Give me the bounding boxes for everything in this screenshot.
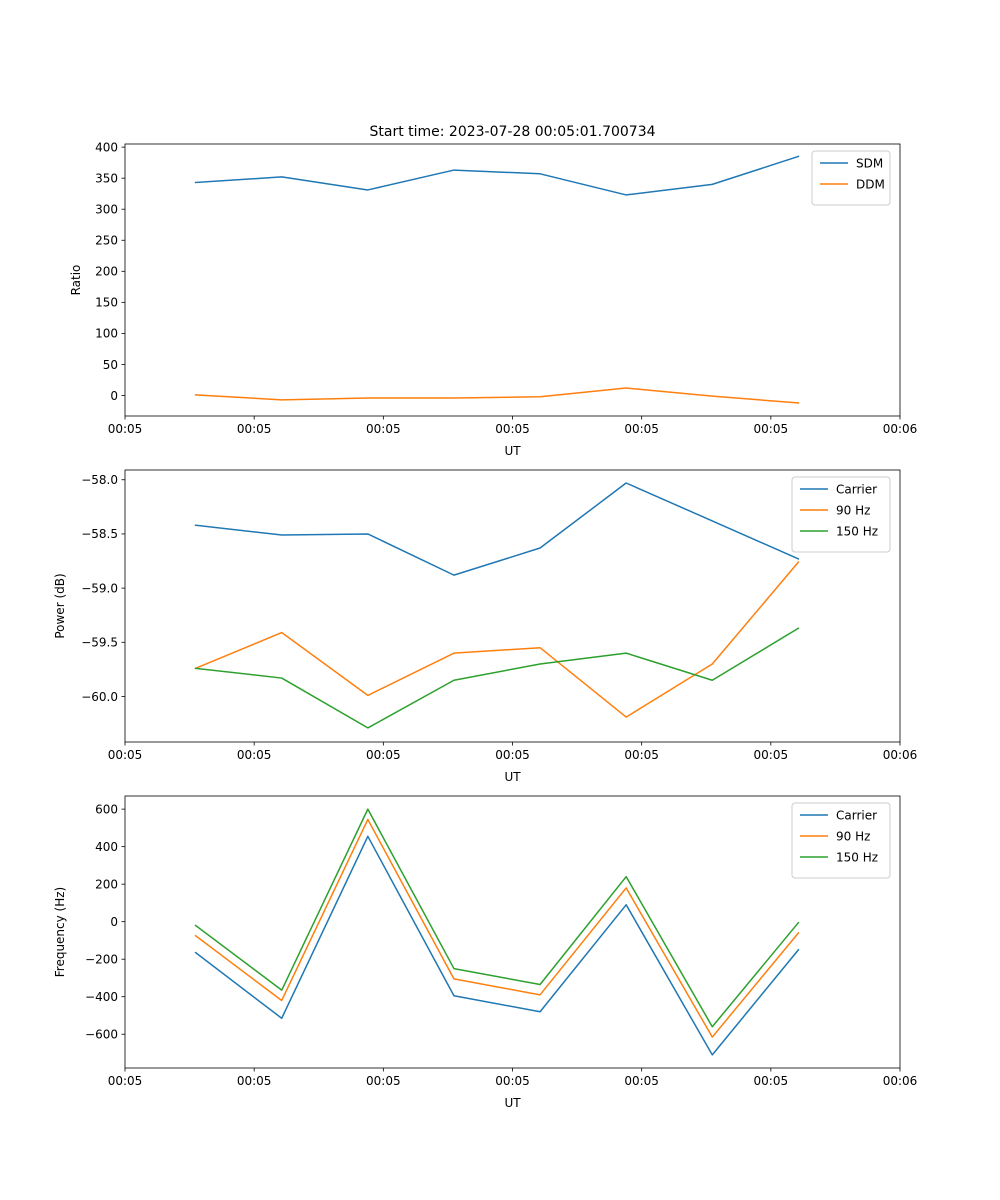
ratio-y-tick-label: 250 xyxy=(95,234,118,248)
ratio-y-tick-label: 300 xyxy=(95,203,118,217)
frequency-legend-label: 90 Hz xyxy=(836,830,870,844)
ratio-x-tick-label: 00:05 xyxy=(108,422,143,436)
frequency-legend-box xyxy=(791,802,891,879)
ratio-x-axis-label: UT xyxy=(504,444,521,458)
power-y-tick-label: −60.0 xyxy=(81,690,118,704)
frequency-x-tick-label: 00:05 xyxy=(108,1074,143,1088)
frequency-series-line-150-hz xyxy=(194,808,800,1028)
power-axes-frame xyxy=(124,469,901,743)
ratio-series-line-ddm xyxy=(194,387,800,404)
frequency-x-tick-label: 00:05 xyxy=(495,1074,530,1088)
frequency-x-tick-label: 00:05 xyxy=(754,1074,789,1088)
frequency-y-tick-label: 400 xyxy=(95,840,118,854)
power-x-tick-label: 00:05 xyxy=(624,748,659,762)
ratio-y-tick-label: 150 xyxy=(95,296,118,310)
ratio-x-tick-label: 00:05 xyxy=(237,422,272,436)
frequency-y-tick-label: −600 xyxy=(85,1028,118,1042)
ratio-x-tick-label: 00:06 xyxy=(883,422,918,436)
power-y-tick-label: −58.0 xyxy=(81,473,118,487)
power-series-line-90-hz xyxy=(194,561,800,718)
power-y-tick-label: −59.0 xyxy=(81,581,118,595)
ratio-y-tick-label: 400 xyxy=(95,140,118,154)
power-y-tick-label: −59.5 xyxy=(81,636,118,650)
frequency-x-tick-label: 00:06 xyxy=(883,1074,918,1088)
ratio-y-tick-label: 200 xyxy=(95,265,118,279)
ratio-y-tick-label: 100 xyxy=(95,327,118,341)
ratio-legend-label: DDM xyxy=(856,178,885,192)
power-legend-label: 150 Hz xyxy=(836,525,878,539)
frequency-y-tick-label: 0 xyxy=(110,915,118,929)
frequency-panel: 00:05 00:05 00:05 00:05 00:05 00:05 00:06 −600 −… xyxy=(53,795,918,1110)
frequency-x-tick-label: 00:05 xyxy=(366,1074,401,1088)
power-panel: 00:05 00:05 00:05 00:05 00:05 00:05 00:06 −60.0… xyxy=(53,469,918,784)
ratio-y-axis-label: Ratio xyxy=(69,265,83,296)
power-x-tick-label: 00:05 xyxy=(366,748,401,762)
power-y-tick-label: −58.5 xyxy=(81,527,118,541)
frequency-series-line-90-hz xyxy=(194,818,800,1038)
frequency-y-tick-label: −200 xyxy=(85,953,118,967)
ratio-axes-frame xyxy=(124,143,901,417)
power-x-axis-label: UT xyxy=(504,770,521,784)
ratio-y-tick-label: 50 xyxy=(103,358,118,372)
power-legend-label: 90 Hz xyxy=(836,504,870,518)
frequency-y-axis-label: Frequency (Hz) xyxy=(53,887,67,978)
frequency-y-tick-label: 200 xyxy=(95,877,118,891)
power-x-tick-label: 00:05 xyxy=(495,748,530,762)
frequency-legend-label: 150 Hz xyxy=(836,851,878,865)
power-legend-label: Carrier xyxy=(836,483,877,497)
ratio-x-tick-label: 00:05 xyxy=(366,422,401,436)
power-x-tick-label: 00:06 xyxy=(883,748,918,762)
power-y-axis-label: Power (dB) xyxy=(53,573,67,638)
frequency-y-tick-label: −400 xyxy=(85,990,118,1004)
ratio-y-tick-label: 350 xyxy=(95,171,118,185)
frequency-series-line-carrier xyxy=(194,835,800,1056)
power-legend-box xyxy=(791,476,891,553)
ratio-series-line-sdm xyxy=(194,155,800,196)
power-series-line-carrier xyxy=(194,482,800,576)
frequency-x-axis-label: UT xyxy=(504,1096,521,1110)
ratio-legend-label: SDM xyxy=(856,157,883,171)
frequency-y-tick-label: 600 xyxy=(95,802,118,816)
frequency-legend-label: Carrier xyxy=(836,809,877,823)
ratio-x-tick-label: 00:05 xyxy=(495,422,530,436)
power-x-tick-label: 00:05 xyxy=(754,748,789,762)
ratio-y-tick-label: 0 xyxy=(110,389,118,403)
ratio-panel: 00:05 00:05 00:05 00:05 00:05 00:05 00:06 0 50 10… xyxy=(69,140,917,458)
frequency-axes-frame xyxy=(124,795,901,1069)
power-series-line-150-hz xyxy=(194,627,800,729)
chart-title: Start time: 2023-07-28 00:05:01.700734 xyxy=(369,124,655,140)
power-x-tick-label: 00:05 xyxy=(108,748,143,762)
ratio-legend-box xyxy=(811,150,891,206)
ratio-x-tick-label: 00:05 xyxy=(754,422,789,436)
frequency-x-tick-label: 00:05 xyxy=(237,1074,272,1088)
power-x-tick-label: 00:05 xyxy=(237,748,272,762)
frequency-x-tick-label: 00:05 xyxy=(624,1074,659,1088)
ratio-x-tick-label: 00:05 xyxy=(624,422,659,436)
